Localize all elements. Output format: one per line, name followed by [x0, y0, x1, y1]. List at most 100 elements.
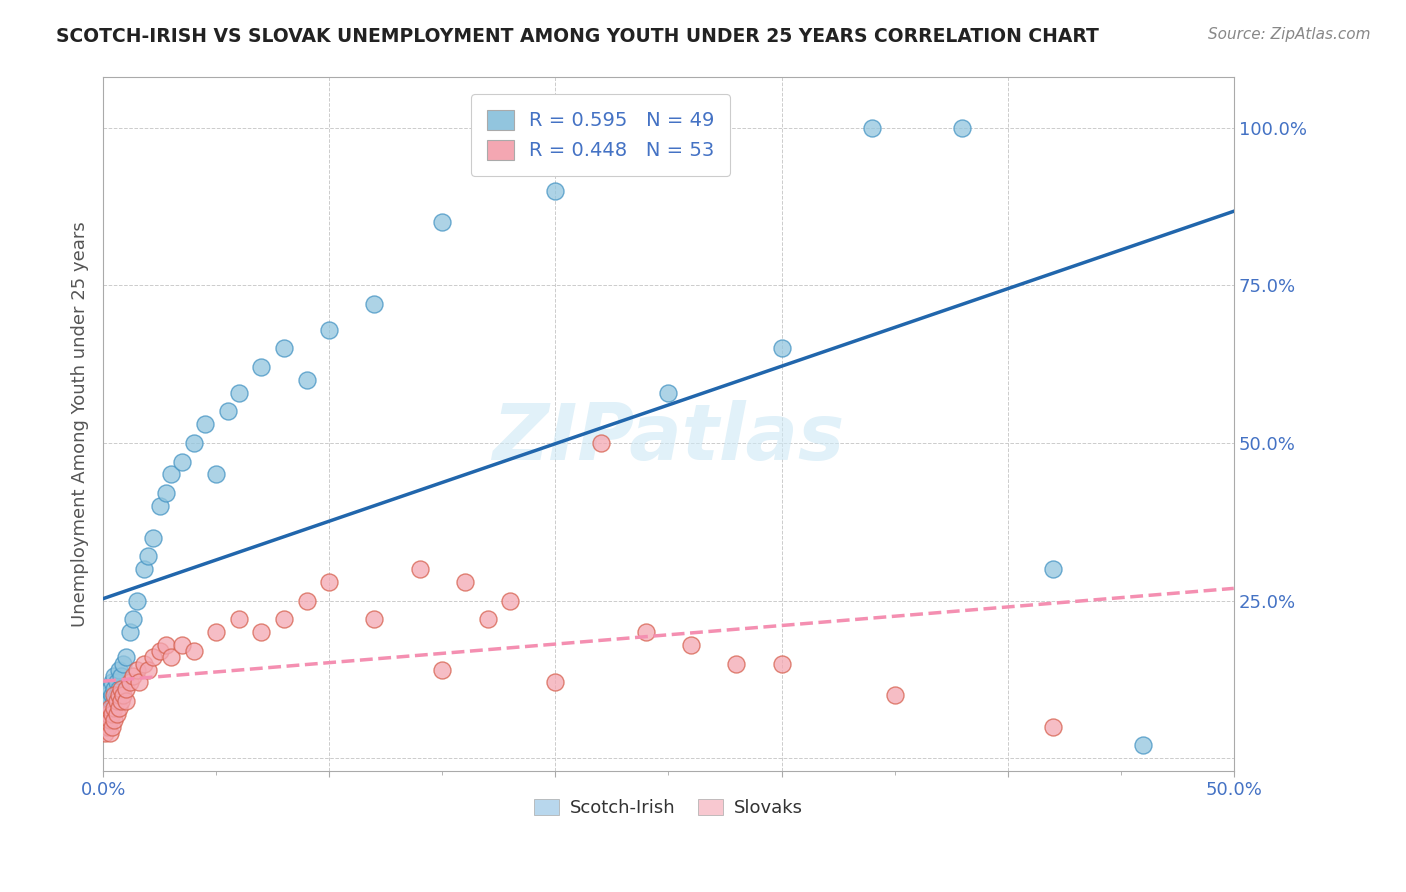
- Point: [132, 657, 155, 671]
- Point: [108, 700, 131, 714]
- Point: [120, 675, 142, 690]
- Point: [97, 688, 120, 702]
- Point: [98, 681, 121, 696]
- Point: [121, 669, 143, 683]
- Point: [103, 713, 125, 727]
- Point: [273, 612, 295, 626]
- Point: [105, 706, 128, 721]
- Point: [228, 612, 250, 626]
- Point: [409, 562, 432, 576]
- Point: [183, 436, 205, 450]
- Point: [149, 644, 172, 658]
- Point: [125, 593, 148, 607]
- Point: [112, 657, 135, 671]
- Point: [105, 694, 128, 708]
- Point: [363, 612, 385, 626]
- Point: [589, 436, 612, 450]
- Point: [98, 713, 121, 727]
- Point: [114, 650, 136, 665]
- Point: [194, 417, 217, 431]
- Point: [98, 726, 121, 740]
- Point: [432, 663, 454, 677]
- Point: [94, 720, 117, 734]
- Point: [103, 700, 125, 714]
- Point: [98, 706, 121, 721]
- Point: [155, 638, 177, 652]
- Point: [108, 663, 131, 677]
- Point: [363, 297, 385, 311]
- Point: [477, 612, 499, 626]
- Y-axis label: Unemployment Among Youth under 25 years: Unemployment Among Youth under 25 years: [72, 221, 89, 627]
- Point: [97, 713, 120, 727]
- Point: [952, 120, 974, 135]
- Point: [97, 706, 120, 721]
- Point: [770, 342, 793, 356]
- Text: Source: ZipAtlas.com: Source: ZipAtlas.com: [1208, 27, 1371, 42]
- Point: [103, 669, 125, 683]
- Point: [132, 562, 155, 576]
- Point: [657, 385, 679, 400]
- Point: [1042, 562, 1064, 576]
- Point: [217, 404, 239, 418]
- Point: [114, 694, 136, 708]
- Point: [101, 720, 124, 734]
- Point: [138, 663, 160, 677]
- Point: [172, 455, 194, 469]
- Point: [108, 688, 131, 702]
- Point: [94, 726, 117, 740]
- Point: [172, 638, 194, 652]
- Point: [125, 663, 148, 677]
- Point: [94, 713, 117, 727]
- Point: [205, 625, 228, 640]
- Point: [250, 625, 273, 640]
- Legend: Scotch-Irish, Slovaks: Scotch-Irish, Slovaks: [527, 791, 810, 824]
- Point: [101, 688, 124, 702]
- Point: [98, 694, 121, 708]
- Point: [205, 467, 228, 482]
- Point: [250, 360, 273, 375]
- Point: [101, 700, 124, 714]
- Point: [228, 385, 250, 400]
- Point: [110, 669, 132, 683]
- Point: [97, 720, 120, 734]
- Point: [544, 675, 567, 690]
- Point: [105, 688, 128, 702]
- Point: [770, 657, 793, 671]
- Point: [1132, 739, 1154, 753]
- Point: [1042, 720, 1064, 734]
- Point: [634, 625, 657, 640]
- Point: [101, 675, 124, 690]
- Point: [97, 700, 120, 714]
- Point: [114, 681, 136, 696]
- Point: [103, 694, 125, 708]
- Point: [121, 612, 143, 626]
- Point: [725, 657, 748, 671]
- Point: [108, 681, 131, 696]
- Point: [681, 638, 703, 652]
- Point: [318, 322, 340, 336]
- Point: [110, 694, 132, 708]
- Point: [142, 650, 165, 665]
- Point: [273, 342, 295, 356]
- Point: [149, 499, 172, 513]
- Point: [432, 215, 454, 229]
- Point: [499, 593, 522, 607]
- Point: [295, 373, 318, 387]
- Point: [94, 706, 117, 721]
- Point: [544, 184, 567, 198]
- Point: [112, 688, 135, 702]
- Point: [318, 574, 340, 589]
- Point: [103, 688, 125, 702]
- Point: [105, 675, 128, 690]
- Text: ZIPatlas: ZIPatlas: [492, 400, 845, 476]
- Point: [142, 531, 165, 545]
- Point: [138, 549, 160, 564]
- Point: [110, 681, 132, 696]
- Point: [883, 688, 905, 702]
- Point: [160, 650, 183, 665]
- Point: [183, 644, 205, 658]
- Point: [160, 467, 183, 482]
- Point: [120, 625, 142, 640]
- Point: [101, 706, 124, 721]
- Point: [103, 681, 125, 696]
